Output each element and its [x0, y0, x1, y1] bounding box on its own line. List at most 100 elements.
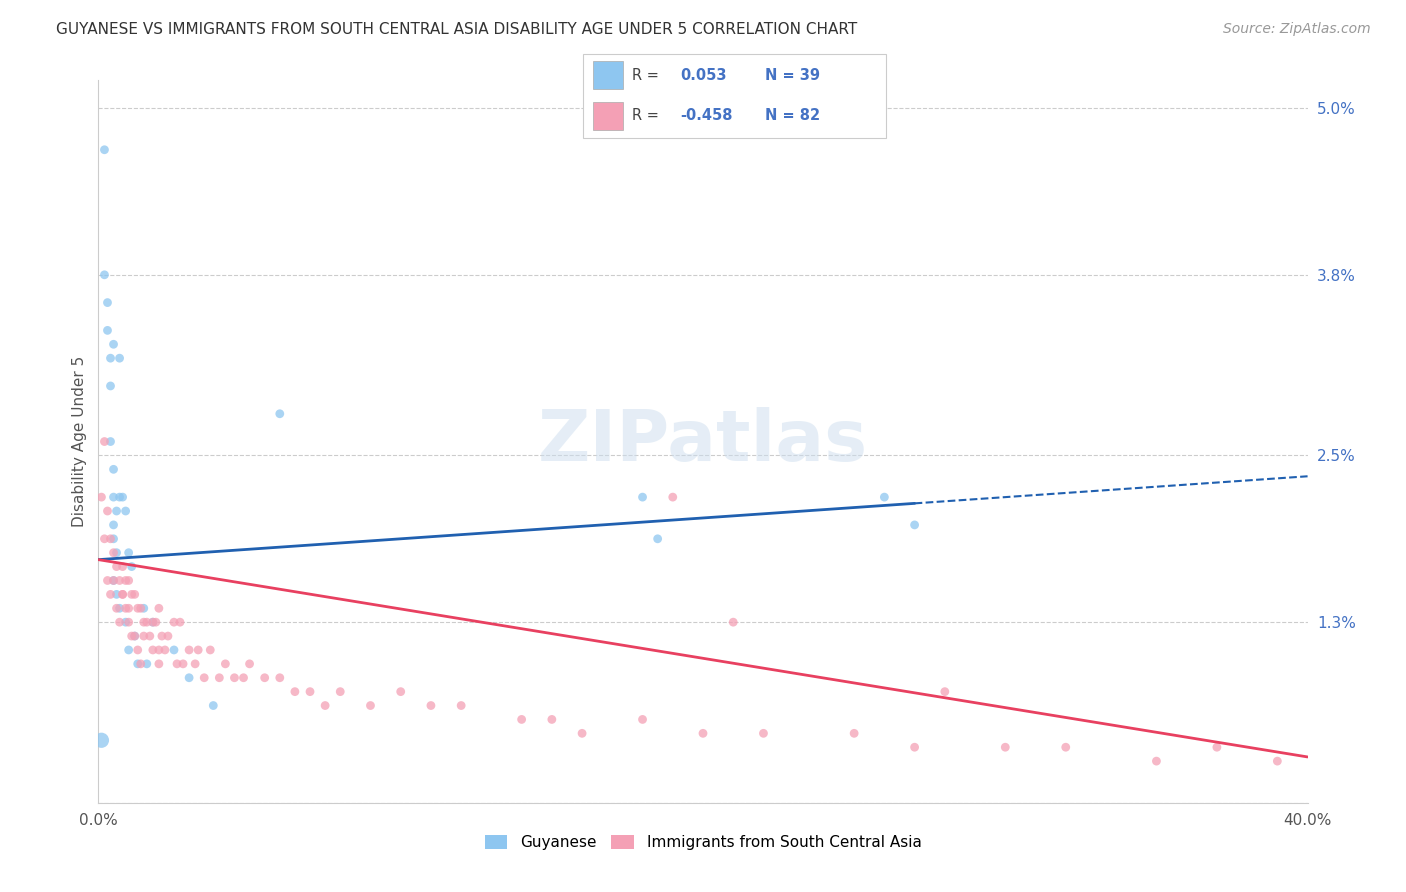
- Point: [169, 615, 191, 630]
- Point: [105, 504, 128, 518]
- Point: [90, 490, 112, 504]
- Point: [103, 574, 125, 588]
- Point: [129, 601, 152, 615]
- Point: [105, 601, 128, 615]
- Point: [647, 532, 669, 546]
- Point: [100, 587, 122, 601]
- Point: [934, 684, 956, 698]
- Point: [631, 490, 654, 504]
- Point: [105, 546, 128, 560]
- Point: [1267, 754, 1289, 768]
- Point: [93, 143, 115, 157]
- Point: [208, 671, 231, 685]
- Point: [360, 698, 382, 713]
- Point: [1054, 740, 1077, 755]
- FancyBboxPatch shape: [592, 102, 623, 130]
- Point: [142, 615, 165, 630]
- Point: [118, 615, 141, 630]
- Point: [142, 643, 165, 657]
- Point: [124, 629, 146, 643]
- Point: [90, 733, 112, 747]
- Point: [179, 671, 201, 685]
- Point: [100, 532, 122, 546]
- Point: [329, 684, 352, 698]
- Point: [132, 615, 155, 630]
- Point: [172, 657, 194, 671]
- Point: [111, 587, 134, 601]
- Point: [139, 629, 162, 643]
- Point: [124, 629, 146, 643]
- Point: [105, 559, 128, 574]
- Point: [93, 268, 115, 282]
- Point: [118, 546, 141, 560]
- Point: [121, 587, 143, 601]
- Point: [96, 504, 118, 518]
- Point: [118, 601, 141, 615]
- Text: R =: R =: [631, 108, 659, 123]
- Point: [145, 615, 167, 630]
- Text: N = 82: N = 82: [765, 108, 820, 123]
- Point: [129, 657, 152, 671]
- Point: [631, 713, 654, 727]
- Point: [127, 601, 149, 615]
- Point: [239, 657, 262, 671]
- Point: [510, 713, 533, 727]
- Point: [844, 726, 866, 740]
- Point: [108, 601, 131, 615]
- Point: [148, 601, 170, 615]
- Point: [114, 504, 136, 518]
- Point: [904, 740, 927, 755]
- Point: [187, 643, 209, 657]
- Point: [214, 657, 236, 671]
- Point: [184, 657, 207, 671]
- Point: [723, 615, 745, 630]
- Text: 0.053: 0.053: [681, 68, 727, 83]
- Point: [153, 643, 176, 657]
- Point: [156, 629, 179, 643]
- Point: [132, 629, 155, 643]
- Point: [121, 629, 143, 643]
- Point: [148, 657, 170, 671]
- Point: [135, 657, 157, 671]
- Point: [179, 643, 201, 657]
- Point: [224, 671, 246, 685]
- Point: [103, 490, 125, 504]
- Point: [114, 574, 136, 588]
- Point: [118, 574, 141, 588]
- Point: [100, 379, 122, 393]
- Point: [148, 643, 170, 657]
- Text: ZIPatlas: ZIPatlas: [538, 407, 868, 476]
- Text: -0.458: -0.458: [681, 108, 733, 123]
- Point: [200, 643, 222, 657]
- Legend: Guyanese, Immigrants from South Central Asia: Guyanese, Immigrants from South Central …: [478, 830, 928, 856]
- Point: [166, 657, 188, 671]
- Point: [96, 295, 118, 310]
- Point: [1144, 754, 1167, 768]
- Point: [269, 671, 291, 685]
- Point: [114, 615, 136, 630]
- Point: [103, 546, 125, 560]
- Point: [232, 671, 254, 685]
- Point: [108, 615, 131, 630]
- Point: [150, 629, 173, 643]
- Y-axis label: Disability Age Under 5: Disability Age Under 5: [72, 356, 87, 527]
- Point: [163, 643, 186, 657]
- Point: [108, 574, 131, 588]
- Point: [118, 643, 141, 657]
- Point: [100, 434, 122, 449]
- Text: R =: R =: [631, 68, 659, 83]
- Point: [314, 698, 336, 713]
- Point: [96, 574, 118, 588]
- Point: [904, 517, 927, 532]
- Point: [873, 490, 896, 504]
- Point: [1206, 740, 1229, 755]
- Point: [193, 671, 215, 685]
- Point: [93, 532, 115, 546]
- Point: [124, 587, 146, 601]
- Point: [103, 517, 125, 532]
- Point: [994, 740, 1017, 755]
- Point: [111, 587, 134, 601]
- Point: [121, 559, 143, 574]
- Point: [571, 726, 593, 740]
- Point: [752, 726, 775, 740]
